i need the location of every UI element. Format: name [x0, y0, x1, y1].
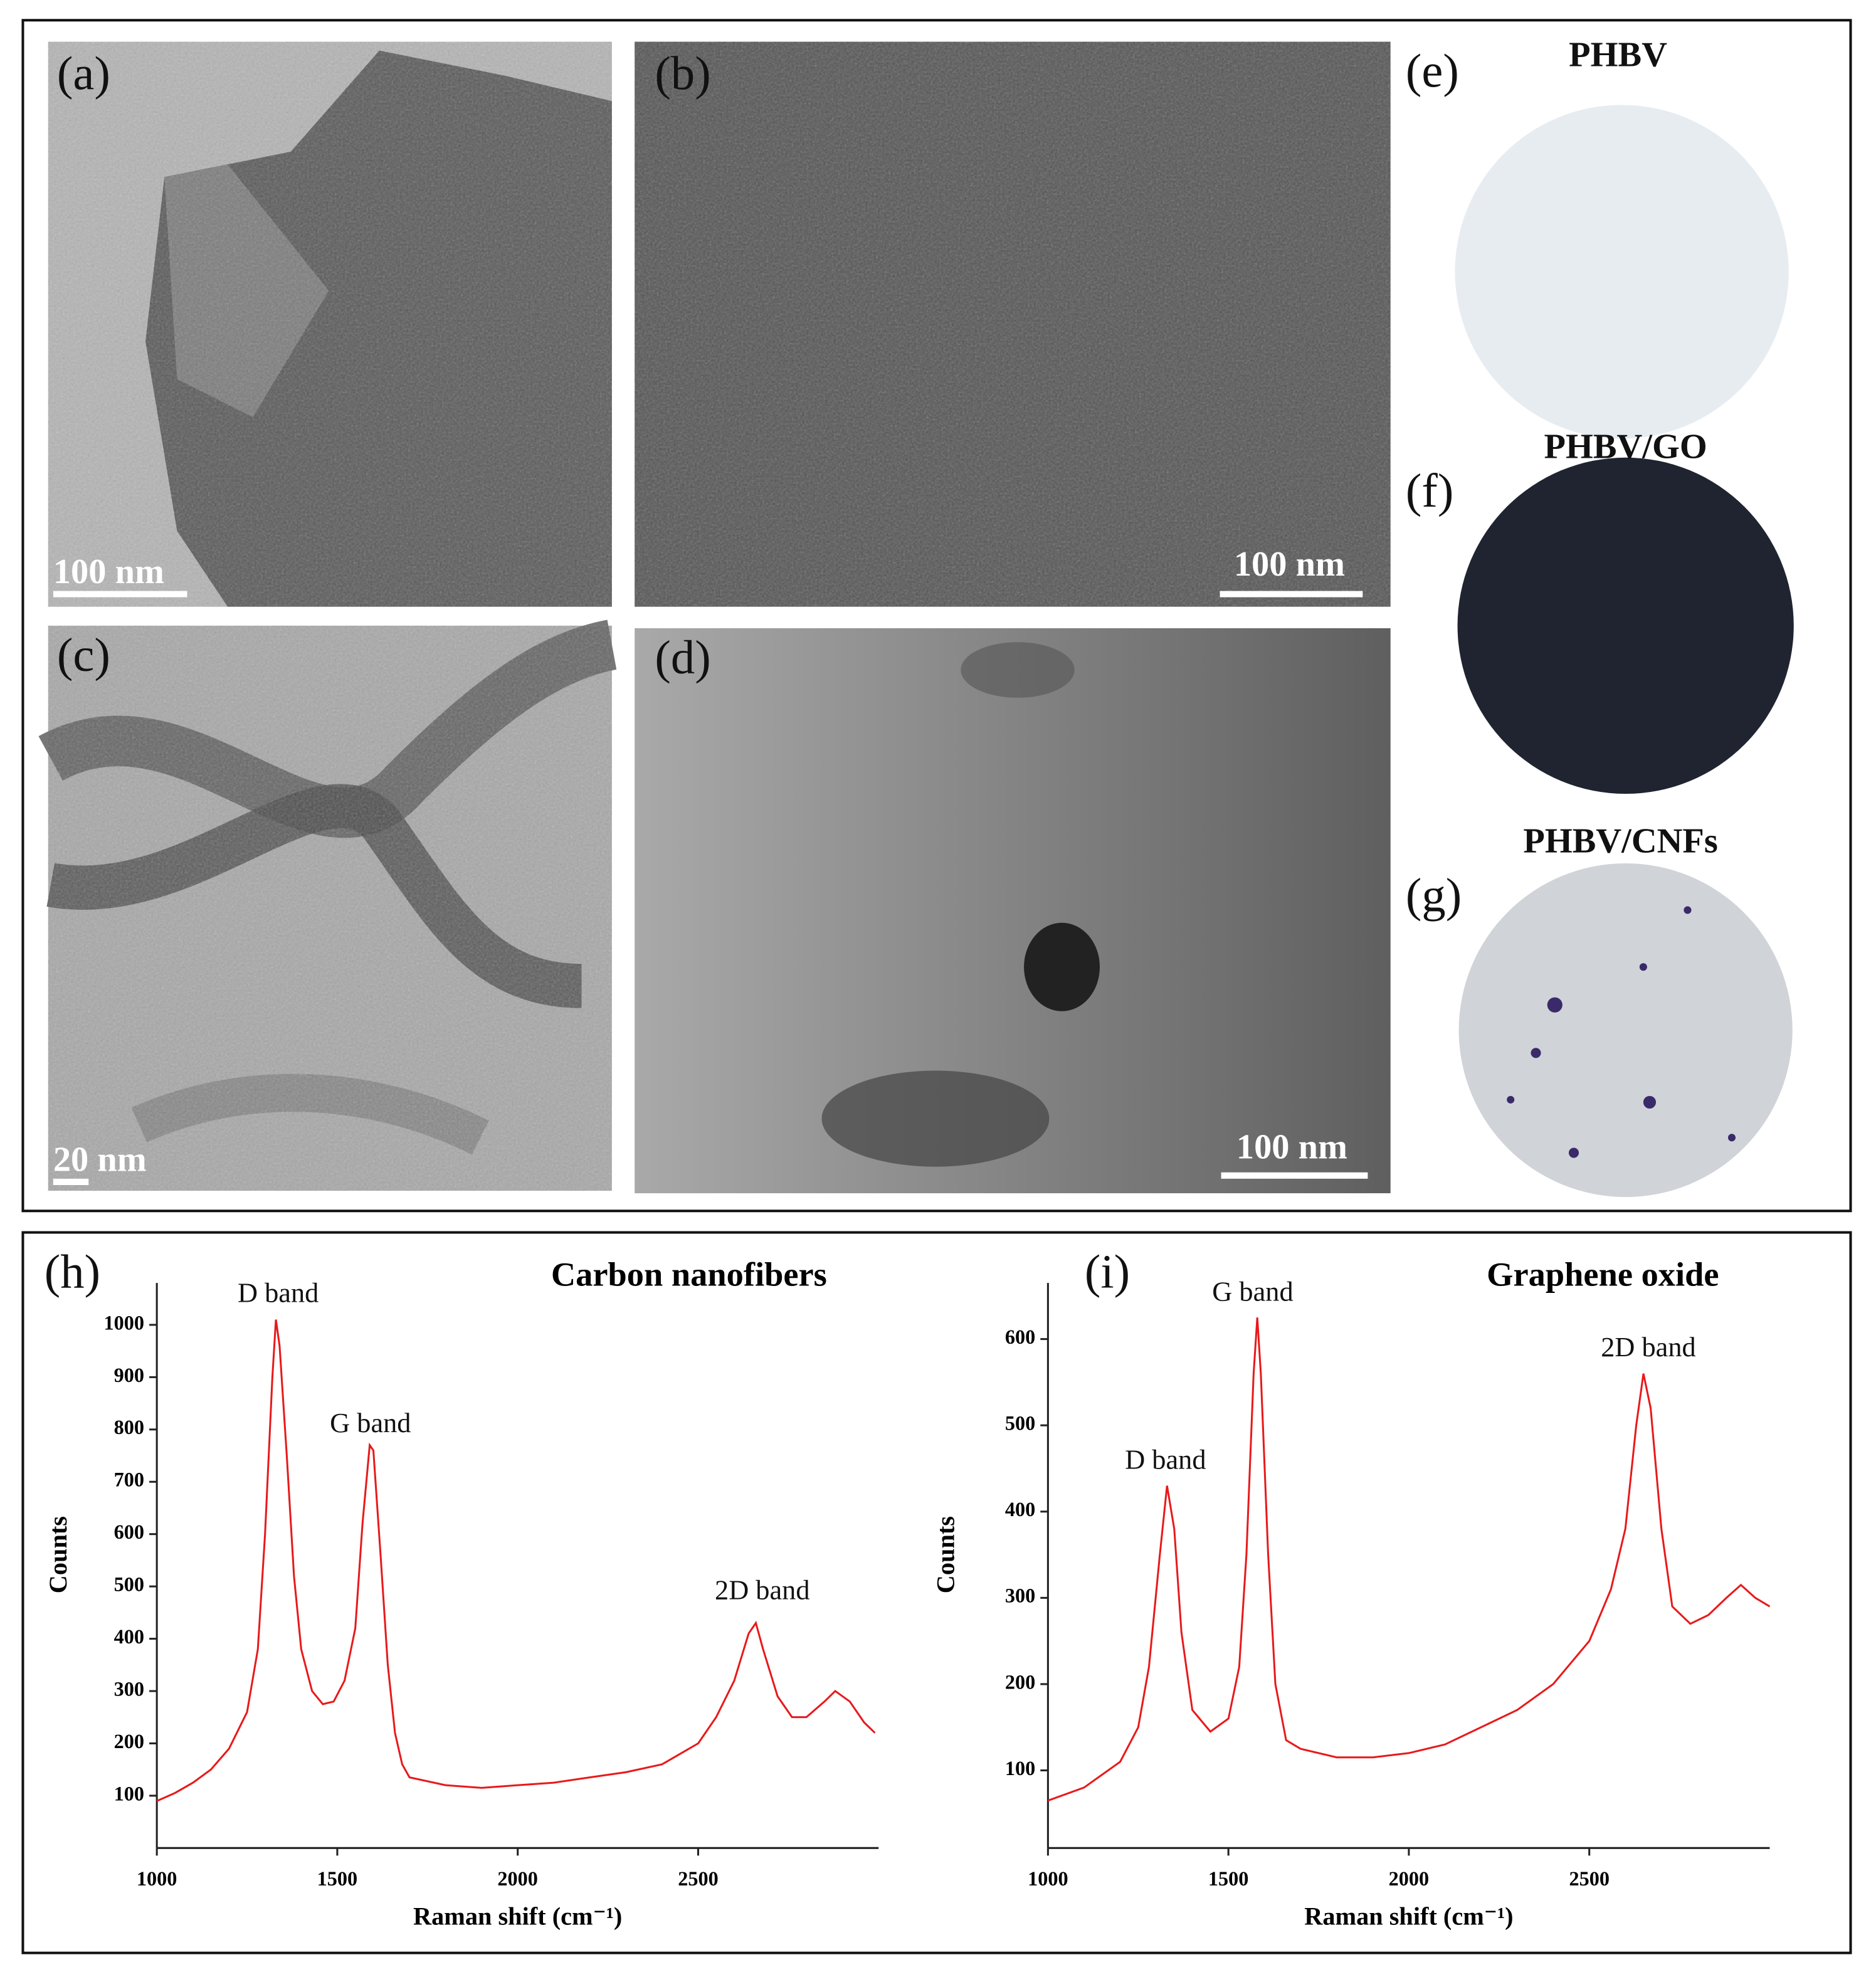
- annotation: G band: [1212, 1275, 1293, 1307]
- y-tick-label: 800: [114, 1416, 144, 1438]
- frame: [21, 1231, 1852, 1954]
- sample-disc: [1458, 863, 1793, 1198]
- y-axis-label: Counts: [44, 1516, 72, 1593]
- chart-title: Graphene oxide: [1487, 1255, 1719, 1294]
- sample-disc: [1455, 105, 1789, 439]
- x-tick-label: 1000: [1028, 1867, 1068, 1890]
- panel-label: (c): [57, 628, 110, 682]
- scale-label: 20 nm: [53, 1141, 147, 1179]
- scale-label: 100 nm: [1236, 1127, 1347, 1166]
- chart-title: Carbon nanofibers: [551, 1255, 827, 1294]
- scale-label: 100 nm: [1234, 545, 1345, 584]
- y-tick-label: 400: [1005, 1498, 1035, 1521]
- y-tick-label: 500: [114, 1573, 144, 1596]
- x-axis-label: Raman shift (cm⁻¹): [413, 1902, 622, 1930]
- x-axis-label: Raman shift (cm⁻¹): [1304, 1902, 1513, 1930]
- x-tick-label: 2500: [1569, 1867, 1610, 1890]
- micrograph-d: [635, 628, 1391, 1194]
- panel-label: (a): [57, 47, 110, 100]
- panel-label: (b): [655, 47, 710, 100]
- y-tick-label: 600: [114, 1521, 144, 1543]
- x-tick-label: 1000: [137, 1867, 177, 1890]
- scale-label: 100 nm: [53, 552, 164, 591]
- x-tick-label: 1500: [1208, 1867, 1249, 1890]
- panel-label: (i): [1085, 1245, 1130, 1299]
- y-tick-label: 1000: [103, 1311, 144, 1334]
- micrograph-a: [48, 41, 612, 607]
- annotation: 2D band: [1601, 1331, 1695, 1363]
- spectrum-line: [156, 1319, 876, 1802]
- annotation: D band: [238, 1277, 319, 1309]
- y-tick-label: 500: [1005, 1412, 1035, 1435]
- sample-title: PHBV/GO: [1544, 428, 1707, 467]
- x-tick-label: 2000: [1389, 1867, 1430, 1890]
- y-tick-label: 200: [1005, 1670, 1035, 1693]
- x-tick-label: 1500: [317, 1867, 358, 1890]
- y-tick-label: 200: [114, 1730, 144, 1753]
- panel-label: (f): [1406, 464, 1454, 517]
- y-tick-label: 300: [1005, 1584, 1035, 1607]
- annotation: D band: [1125, 1444, 1206, 1475]
- y-tick-label: 900: [114, 1364, 144, 1386]
- sample-title: PHBV: [1569, 36, 1667, 75]
- micrograph-c: [38, 619, 617, 1191]
- annotation: G band: [330, 1407, 411, 1438]
- y-tick-label: 300: [114, 1677, 144, 1700]
- panel-label: (e): [1406, 45, 1459, 98]
- y-tick-label: 100: [1005, 1757, 1035, 1779]
- panel-label: (d): [655, 631, 710, 684]
- frame: [21, 19, 1852, 1213]
- sample-title: PHBV/CNFs: [1523, 822, 1717, 861]
- y-axis-label: Counts: [931, 1516, 959, 1593]
- micrograph-b: [635, 41, 1391, 607]
- panel-label: (h): [45, 1245, 100, 1299]
- annotation: 2D band: [715, 1574, 809, 1605]
- y-tick-label: 400: [114, 1625, 144, 1648]
- panel-label: (g): [1406, 868, 1462, 922]
- y-tick-label: 700: [114, 1468, 144, 1491]
- x-tick-label: 2500: [678, 1867, 719, 1890]
- x-tick-label: 2000: [497, 1867, 538, 1890]
- sample-disc: [1457, 457, 1794, 794]
- y-tick-label: 600: [1005, 1326, 1035, 1348]
- y-tick-label: 100: [114, 1782, 144, 1805]
- spectrum-line: [1047, 1317, 1771, 1802]
